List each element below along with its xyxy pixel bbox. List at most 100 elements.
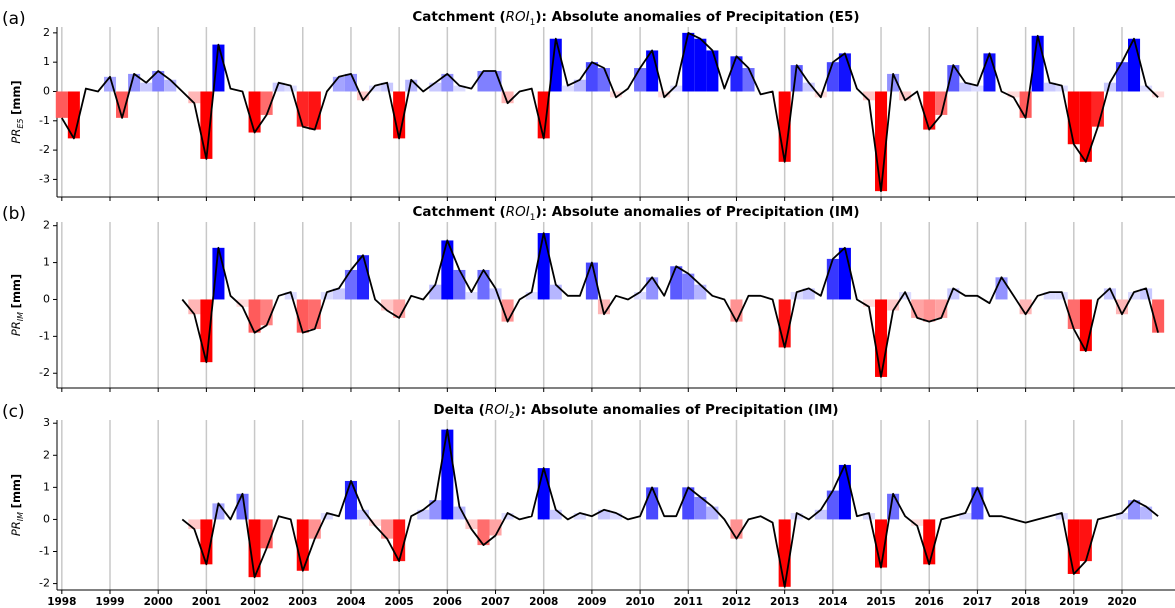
anomaly-fill: [862, 91, 876, 101]
anomaly-fill: [609, 91, 623, 98]
anomaly-fill: [1140, 85, 1153, 92]
y-label-unit: [mm]: [9, 80, 23, 114]
anomaly-fill: [573, 79, 586, 92]
anomaly-fill: [778, 519, 791, 587]
anomaly-fill: [1128, 292, 1141, 300]
y-tick-label: -2: [39, 143, 50, 156]
anomaly-fill: [561, 85, 574, 92]
anomaly-fill: [320, 513, 333, 520]
x-tick-label: 2005: [385, 596, 414, 608]
anomaly-fill: [356, 255, 370, 300]
anomaly-fill: [1055, 292, 1068, 300]
anomaly-fill: [899, 91, 912, 101]
x-tick-label: 2001: [192, 596, 221, 608]
anomaly-fill: [272, 82, 285, 92]
anomaly-fill: [1067, 519, 1080, 574]
anomaly-fill: [694, 38, 707, 92]
anomaly-fill: [284, 292, 297, 300]
x-tick-label: 2018: [1011, 596, 1040, 608]
anomaly-fill: [332, 76, 345, 92]
anomaly-fill: [1128, 500, 1141, 520]
anomaly-fill: [417, 509, 430, 520]
anomaly-fill: [597, 509, 610, 520]
x-tick-label: 2013: [770, 596, 799, 608]
anomaly-fill: [356, 509, 370, 520]
y-tick-label: 2: [43, 448, 50, 461]
x-tick-label: 2019: [1059, 596, 1088, 608]
y-label-main: PR: [9, 521, 23, 536]
anomaly-fill: [947, 65, 960, 92]
x-tick-label: 1998: [47, 596, 76, 608]
panel-title: Delta (ROI2): Absolute anomalies of Prec…: [433, 402, 838, 421]
anomaly-fill: [983, 53, 996, 92]
anomaly-fill: [899, 292, 912, 300]
x-tick-label: 2007: [481, 596, 510, 608]
title-part: ROI: [485, 402, 509, 418]
x-tick-label: 2017: [963, 596, 992, 608]
anomaly-fill: [742, 68, 755, 92]
y-label-main: PR: [9, 129, 23, 144]
anomaly-fill: [682, 487, 695, 520]
anomaly-fill: [838, 247, 851, 300]
anomaly-fill: [537, 233, 550, 300]
anomaly-fill: [1103, 288, 1116, 300]
anomaly-fill: [308, 91, 321, 130]
x-tick-label: 2009: [577, 596, 606, 608]
y-tick-label: 0: [43, 292, 50, 305]
anomaly-fill: [1007, 91, 1020, 98]
anomaly-fill: [429, 500, 442, 520]
x-tick-label: 2006: [433, 596, 462, 608]
title-part: ROI: [506, 9, 530, 25]
anomaly-fill: [200, 299, 213, 363]
anomaly-fill: [826, 490, 839, 520]
anomaly-fill: [682, 273, 695, 300]
title-part: ): Absolute anomalies of Precipitation (…: [515, 402, 839, 418]
anomaly-fill: [465, 292, 478, 300]
anomaly-fill: [248, 299, 261, 333]
title-part: Delta (: [433, 402, 484, 418]
title-part: Catchment (: [412, 204, 505, 220]
anomaly-fill: [441, 73, 454, 92]
anomaly-fill: [236, 299, 249, 307]
anomaly-fill: [826, 258, 839, 300]
anomaly-fill: [1152, 91, 1165, 98]
y-tick-label: -1: [39, 545, 50, 558]
x-tick-label: 2002: [240, 596, 269, 608]
anomaly-fill: [694, 284, 707, 300]
anomaly-fill: [959, 82, 972, 92]
anomaly-fill: [296, 519, 309, 571]
panel-label: (b): [2, 204, 26, 224]
y-label-unit: [mm]: [9, 474, 23, 508]
anomaly-fill: [344, 480, 357, 520]
anomaly-fill: [501, 91, 514, 104]
anomaly-fill: [1103, 82, 1116, 92]
panel-title: Catchment (ROI1): Absolute anomalies of …: [412, 204, 859, 223]
anomaly-fill: [381, 519, 394, 539]
y-tick-label: -1: [39, 329, 50, 342]
anomaly-fill: [477, 269, 490, 300]
anomaly-fill: [164, 79, 177, 92]
anomaly-fill: [935, 299, 948, 318]
anomaly-fill: [320, 292, 333, 300]
anomaly-fill: [585, 62, 598, 92]
title-part: 2: [509, 411, 515, 421]
x-tick-label: 2011: [674, 596, 703, 608]
y-axis-label: PRIM [mm]: [9, 474, 26, 536]
anomaly-fill: [1043, 82, 1056, 92]
y-tick-label: 1: [43, 55, 50, 68]
anomaly-fill: [634, 292, 647, 300]
panel-title: Catchment (ROI1): Absolute anomalies of …: [412, 9, 859, 28]
title-part: ): Absolute anomalies of Precipitation (…: [535, 9, 859, 25]
x-tick-label: 2014: [818, 596, 847, 608]
anomaly-fill: [646, 487, 659, 520]
anomaly-fill: [489, 288, 502, 300]
anomaly-fill: [332, 288, 345, 300]
anomaly-fill: [1140, 506, 1153, 520]
series-line: [181, 232, 1159, 378]
anomaly-fill: [1043, 292, 1056, 300]
anomaly-fill: [260, 299, 273, 326]
anomaly-fill: [911, 519, 924, 526]
anomaly-fill: [947, 288, 960, 300]
anomaly-fill: [682, 32, 695, 92]
